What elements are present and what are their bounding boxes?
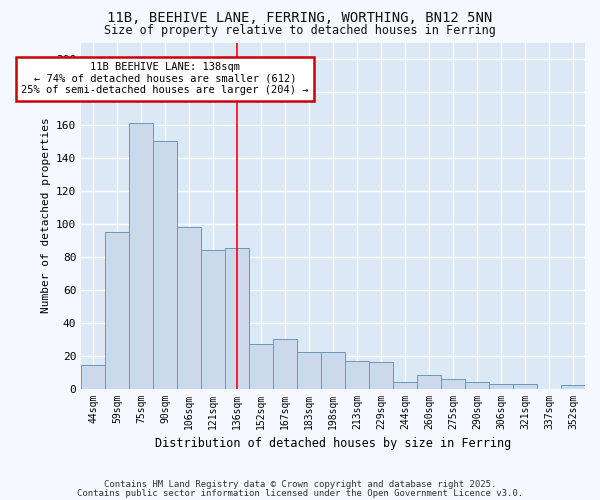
- Bar: [129, 123, 153, 388]
- Text: 11B BEEHIVE LANE: 138sqm
← 74% of detached houses are smaller (612)
25% of semi-: 11B BEEHIVE LANE: 138sqm ← 74% of detach…: [22, 62, 309, 96]
- Bar: [177, 227, 201, 388]
- Text: 11B, BEEHIVE LANE, FERRING, WORTHING, BN12 5NN: 11B, BEEHIVE LANE, FERRING, WORTHING, BN…: [107, 11, 493, 25]
- Bar: [561, 386, 585, 388]
- Y-axis label: Number of detached properties: Number of detached properties: [41, 118, 50, 314]
- Bar: [393, 382, 417, 388]
- Bar: [369, 362, 393, 388]
- Bar: [441, 378, 465, 388]
- Text: Contains public sector information licensed under the Open Government Licence v3: Contains public sector information licen…: [77, 489, 523, 498]
- Bar: [345, 360, 369, 388]
- Bar: [297, 352, 321, 388]
- Bar: [105, 232, 129, 388]
- Bar: [225, 248, 249, 388]
- Bar: [417, 376, 441, 388]
- Bar: [273, 339, 297, 388]
- Bar: [201, 250, 225, 388]
- Text: Contains HM Land Registry data © Crown copyright and database right 2025.: Contains HM Land Registry data © Crown c…: [104, 480, 496, 489]
- Bar: [465, 382, 489, 388]
- X-axis label: Distribution of detached houses by size in Ferring: Distribution of detached houses by size …: [155, 437, 511, 450]
- Bar: [249, 344, 273, 389]
- Bar: [81, 366, 105, 388]
- Bar: [489, 384, 513, 388]
- Bar: [153, 142, 177, 388]
- Bar: [321, 352, 345, 388]
- Bar: [513, 384, 537, 388]
- Text: Size of property relative to detached houses in Ferring: Size of property relative to detached ho…: [104, 24, 496, 37]
